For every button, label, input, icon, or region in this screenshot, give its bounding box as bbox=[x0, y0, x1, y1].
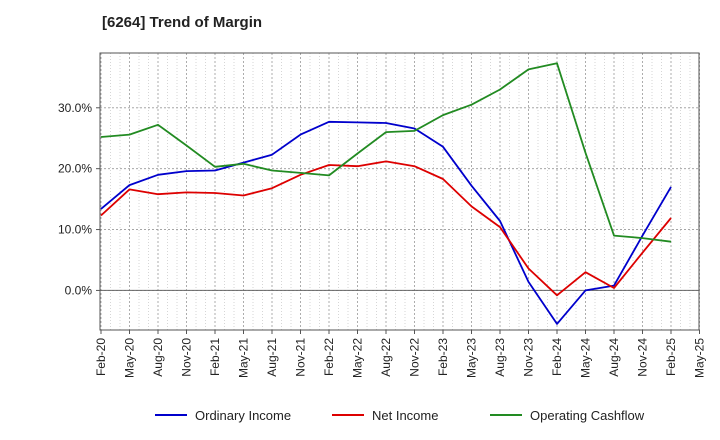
series-line-operating-cashflow bbox=[100, 62, 672, 243]
series-line-net-income bbox=[100, 160, 672, 297]
x-tick-label: Nov-23 bbox=[522, 338, 536, 377]
x-tick-label: May-23 bbox=[465, 338, 479, 378]
x-tick-label: May-24 bbox=[579, 338, 593, 378]
x-tick-label: Feb-24 bbox=[550, 338, 564, 376]
y-tick-label: 10.0% bbox=[58, 223, 92, 237]
x-tick-label: Aug-22 bbox=[379, 338, 393, 377]
x-tick-label: May-25 bbox=[693, 338, 707, 378]
x-tick-label: Feb-23 bbox=[436, 338, 450, 376]
y-tick-label: 0.0% bbox=[65, 283, 93, 297]
grid-lines bbox=[100, 53, 700, 330]
series-lines bbox=[100, 62, 672, 325]
x-tick-label: Nov-22 bbox=[408, 338, 422, 377]
legend-label: Ordinary Income bbox=[195, 408, 291, 423]
legend-label: Net Income bbox=[372, 408, 438, 423]
x-axis-ticks: Feb-20 May-20 Aug-20 Nov-20 Feb-21 May-21 Aug-… bbox=[94, 330, 707, 378]
legend-label: Operating Cashflow bbox=[530, 408, 645, 423]
x-tick-label: Nov-20 bbox=[180, 338, 194, 377]
series-line-ordinary-income bbox=[100, 120, 672, 325]
x-tick-label: Feb-21 bbox=[208, 338, 222, 376]
x-tick-label: Aug-20 bbox=[151, 338, 165, 377]
y-tick-label: 30.0% bbox=[58, 101, 92, 115]
y-axis-ticks: 0.0% 10.0% 20.0% 30.0% bbox=[58, 101, 100, 297]
plot-area bbox=[99, 52, 700, 331]
x-tick-label: Feb-22 bbox=[322, 338, 336, 376]
x-tick-label: Feb-20 bbox=[94, 338, 108, 376]
y-tick-label: 20.0% bbox=[58, 162, 92, 176]
chart-title: [6264] Trend of Margin bbox=[102, 14, 263, 31]
x-tick-label: Aug-21 bbox=[265, 338, 279, 377]
x-tick-label: May-22 bbox=[351, 338, 365, 378]
x-tick-label: Nov-21 bbox=[294, 338, 308, 377]
x-tick-label: May-20 bbox=[123, 338, 137, 378]
x-tick-label: Nov-24 bbox=[636, 338, 650, 377]
x-tick-label: Aug-24 bbox=[607, 338, 621, 377]
x-tick-label: Aug-23 bbox=[493, 338, 507, 377]
x-tick-label: May-21 bbox=[237, 338, 251, 378]
legend: Ordinary Income Net Income Operating Cashf… bbox=[155, 408, 645, 423]
x-tick-label: Feb-25 bbox=[664, 338, 678, 376]
